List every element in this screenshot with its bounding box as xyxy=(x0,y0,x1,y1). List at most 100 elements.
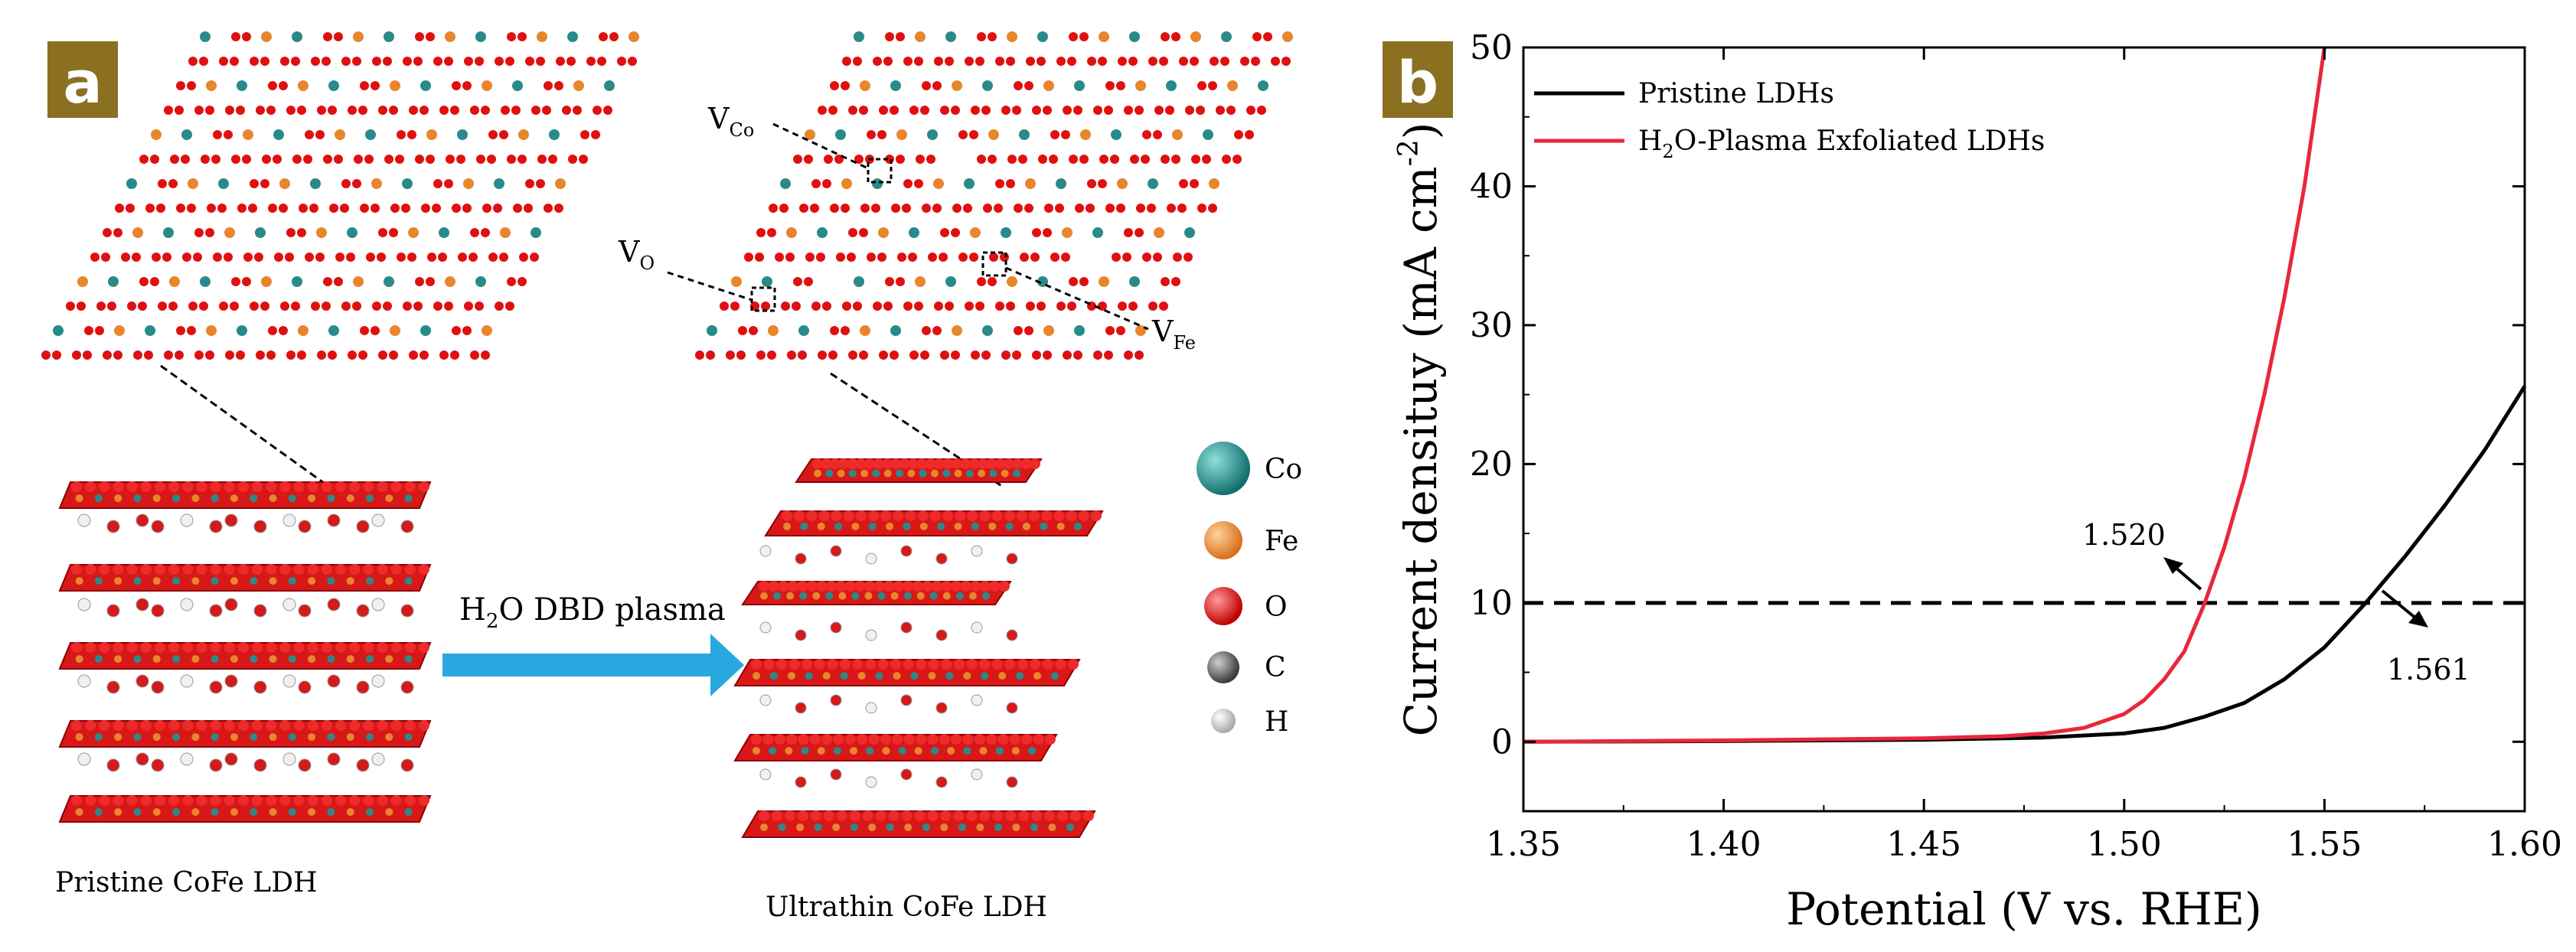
metal-atom xyxy=(172,577,180,585)
lattice-atom xyxy=(426,32,435,41)
lattice-atom xyxy=(1171,277,1180,286)
metal-atom xyxy=(769,747,776,755)
lattice-atom xyxy=(952,80,962,91)
lattice-atom xyxy=(1037,302,1046,311)
interlayer-molecule xyxy=(210,759,222,771)
interlayer-molecule xyxy=(795,703,806,713)
metal-atom xyxy=(405,808,413,816)
oxygen-atom xyxy=(1031,810,1042,821)
metal-atom xyxy=(211,808,219,816)
oxygen-atom xyxy=(815,659,825,670)
lattice-atom xyxy=(902,204,911,213)
lattice-atom xyxy=(346,253,355,262)
svg-text:VCo: VCo xyxy=(707,102,754,141)
metal-atom xyxy=(405,733,413,741)
panel-b-label: b xyxy=(1397,48,1438,116)
oxygen-atom xyxy=(391,642,402,653)
lattice-atom xyxy=(207,204,216,213)
metal-atom xyxy=(172,494,180,502)
oxygen-atom xyxy=(785,810,795,821)
interlayer-molecule xyxy=(107,605,119,617)
lattice-atom xyxy=(107,302,116,311)
lattice-atom xyxy=(452,81,461,90)
lattice-atom xyxy=(464,302,473,311)
oxygen-atom xyxy=(922,581,933,592)
metal-atom xyxy=(815,823,822,831)
oxygen-atom xyxy=(419,564,429,575)
lattice-atom xyxy=(830,204,839,213)
oxygen-atom xyxy=(1005,810,1016,821)
lattice-atom xyxy=(384,31,394,42)
lattice-atom xyxy=(988,32,997,41)
metal-atom xyxy=(172,733,180,741)
oxygen-atom xyxy=(939,734,950,745)
lattice-atom xyxy=(389,350,398,360)
lattice-atom xyxy=(908,253,917,262)
oxygen-atom xyxy=(224,564,235,575)
lattice-atom xyxy=(329,204,338,213)
metal-atom xyxy=(95,577,103,585)
lattice-atom xyxy=(604,80,615,91)
interlayer-molecule xyxy=(152,759,164,771)
oxygen-atom xyxy=(992,810,1003,821)
metal-atom xyxy=(788,672,795,680)
oxygen-atom xyxy=(775,734,785,745)
lattice-atom xyxy=(830,326,839,335)
oxygen-atom xyxy=(953,810,964,821)
interlayer-molecule xyxy=(107,759,119,771)
lattice-atom xyxy=(951,106,960,115)
x-tick-label: 1.40 xyxy=(1686,825,1761,864)
metal-atom xyxy=(405,655,413,663)
lattice-atom xyxy=(488,253,498,262)
lattice-atom xyxy=(452,326,461,335)
lattice-atom xyxy=(1104,350,1113,360)
metal-atom xyxy=(956,592,964,600)
lattice-atom xyxy=(730,302,739,311)
oxygen-atom xyxy=(266,481,276,492)
lattice-atom xyxy=(1153,130,1162,139)
lattice-atom xyxy=(409,106,418,115)
oxygen-atom xyxy=(1055,659,1066,670)
lattice-atom xyxy=(926,155,935,164)
lattice-atom xyxy=(556,57,565,66)
oxygen-atom xyxy=(127,720,138,731)
oxygen-atom xyxy=(419,795,429,806)
lattice-atom xyxy=(279,204,288,213)
interlayer-molecule xyxy=(401,520,413,533)
oxygen-atom xyxy=(845,581,856,592)
oxygen-atom xyxy=(751,734,762,745)
lattice-atom xyxy=(828,106,837,115)
lattice-atom xyxy=(848,228,857,237)
lattice-atom xyxy=(1147,204,1156,213)
metal-atom xyxy=(841,672,848,680)
lattice-atom xyxy=(1061,130,1070,139)
lattice-atom xyxy=(248,204,257,213)
oxygen-atom xyxy=(85,564,96,575)
lattice-atom xyxy=(237,325,247,336)
lattice-atom xyxy=(975,57,984,66)
lattice-atom xyxy=(169,276,180,287)
oxygen-atom xyxy=(405,481,416,492)
lattice-atom xyxy=(994,204,1003,213)
lattice-atom xyxy=(1001,227,1011,238)
interlayer-molecule xyxy=(254,605,266,617)
lattice-atom xyxy=(842,302,851,311)
lattice-atom xyxy=(1074,325,1085,336)
metal-atom xyxy=(1012,747,1020,755)
oxygen-atom xyxy=(1033,734,1044,745)
oxygen-atom xyxy=(776,659,787,670)
lattice-atom xyxy=(793,155,802,164)
lattice-atom xyxy=(507,32,516,41)
oxygen-atom xyxy=(419,481,429,492)
interlayer-molecule xyxy=(254,759,266,771)
lattice-atom xyxy=(470,228,479,237)
oxygen-atom xyxy=(903,581,913,592)
metal-atom xyxy=(269,733,277,741)
oxygen-atom xyxy=(405,795,416,806)
oxygen-atom xyxy=(863,810,873,821)
interlayer-molecule xyxy=(136,514,149,527)
c-atom-icon xyxy=(1207,651,1239,683)
metal-atom xyxy=(250,494,257,502)
interlayer-molecule xyxy=(78,598,90,611)
lattice-atom xyxy=(273,155,282,164)
